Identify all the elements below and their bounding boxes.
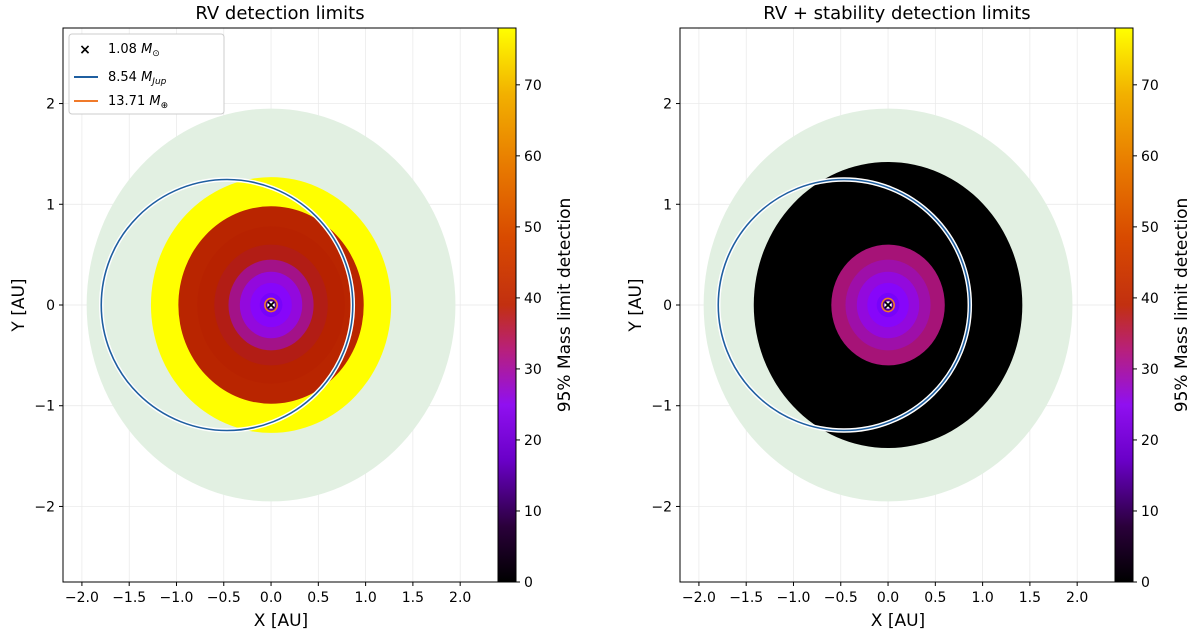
- orbit-line: [100, 178, 354, 432]
- x-axis-label: X [AU]: [871, 611, 925, 631]
- legend-label: 13.71 M⊕: [108, 94, 168, 111]
- y-tick-label: −1: [34, 399, 55, 415]
- colorbar-tick-label: 60: [1141, 149, 1159, 165]
- colorbar-tick-label: 70: [1141, 78, 1159, 94]
- axis-ticks: −2.0 −1.5 −1.0 −0.5 0.0 0.5 1.0 1.5 2.0 −2 −1 0 1 2: [651, 97, 1088, 606]
- chart-title: RV + stability detection limits: [763, 3, 1030, 24]
- x-tick-label: −0.5: [207, 590, 241, 606]
- y-tick-label: −2: [651, 499, 672, 515]
- y-tick-label: 0: [663, 298, 672, 314]
- x-tick-label: −1.5: [112, 590, 146, 606]
- x-tick-label: −1.0: [776, 590, 810, 606]
- chart-title: RV detection limits: [195, 3, 364, 24]
- legend-label: 8.54 MJup: [108, 70, 167, 87]
- colorbar-label: 95% Mass limit detection: [1172, 198, 1192, 412]
- legend-item-star: × 1.08 M⊙: [79, 42, 160, 59]
- x-tick-label: 0.0: [877, 590, 899, 606]
- x-tick-label: 1.5: [1019, 590, 1041, 606]
- plot-area: [63, 28, 498, 582]
- colorbar-ticks: 0 10 20 30 40 50 60 70: [516, 78, 542, 591]
- y-tick-label: 2: [663, 97, 672, 113]
- y-tick-label: 1: [663, 197, 672, 213]
- orbit-line: [264, 297, 278, 313]
- orbit-line: [881, 297, 895, 313]
- y-tick-label: −1: [651, 399, 672, 415]
- colorbar-tick-label: 50: [1141, 220, 1159, 236]
- legend-box: [68, 33, 225, 115]
- star-marker: [884, 301, 892, 309]
- x-tick-label: 0.0: [260, 590, 282, 606]
- legend: × 1.08 M⊙ 8.54 MJup 13.71 M⊕: [68, 33, 225, 115]
- legend-item-planet-b: 8.54 MJup: [74, 70, 167, 87]
- y-tick-label: 0: [46, 298, 55, 314]
- x-tick-label: −2.0: [682, 590, 716, 606]
- colorbar-tick-label: 20: [1141, 433, 1159, 449]
- colorbar-tick-label: 30: [1141, 362, 1159, 378]
- colorbar-tick-label: 10: [524, 504, 542, 520]
- y-axis-label: Y [AU]: [9, 278, 29, 332]
- colorbar-gradient: [497, 27, 517, 583]
- x-tick-label: −0.5: [824, 590, 858, 606]
- x-tick-label: 2.0: [449, 590, 471, 606]
- x-tick-label: −1.0: [159, 590, 193, 606]
- colorbar-tick-label: 20: [524, 433, 542, 449]
- colorbar-tick-label: 40: [1141, 291, 1159, 307]
- y-tick-label: −2: [34, 499, 55, 515]
- colorbar-label: 95% Mass limit detection: [555, 198, 575, 412]
- colorbar-tick-label: 0: [1141, 575, 1150, 591]
- x-tick-label: 0.5: [924, 590, 946, 606]
- rv-panel: RV detection limits −2.0 −1.5 −1.0 −0.5 0.0 0…: [9, 3, 575, 631]
- x-tick-label: −1.5: [729, 590, 763, 606]
- x-tick-label: 2.0: [1066, 590, 1088, 606]
- colorbar-tick-label: 30: [524, 362, 542, 378]
- colorbar-gradient: [1114, 27, 1134, 583]
- y-tick-label: 1: [46, 197, 55, 213]
- colorbar-tick-label: 60: [524, 149, 542, 165]
- star-marker: [267, 301, 275, 309]
- legend-label: 1.08 M⊙: [108, 42, 160, 59]
- legend-item-planet-c: 13.71 M⊕: [74, 94, 168, 111]
- axis-ticks: −2.0 −1.5 −1.0 −0.5 0.0 0.5 1.0 1.5 2.0 −2 −1 0 1 2: [34, 97, 471, 606]
- x-tick-label: 1.5: [402, 590, 424, 606]
- x-tick-label: −2.0: [65, 590, 99, 606]
- x-tick-label: 0.5: [307, 590, 329, 606]
- colorbar-ticks: 0 10 20 30 40 50 60 70: [1133, 78, 1159, 591]
- colorbar-tick-label: 50: [524, 220, 542, 236]
- y-axis-label: Y [AU]: [626, 278, 646, 332]
- colorbar-tick-label: 0: [524, 575, 533, 591]
- colorbar: 0 10 20 30 40 50 60 70 95% Mass limit detection: [1114, 27, 1192, 591]
- colorbar-tick-label: 70: [524, 78, 542, 94]
- colorbar-tick-label: 40: [524, 291, 542, 307]
- x-axis-label: X [AU]: [254, 611, 308, 631]
- plot-area: [680, 28, 1115, 582]
- orbit-line: [717, 178, 971, 432]
- rv-stability-panel: RV + stability detection limits −2.0 −1.5…: [626, 3, 1192, 631]
- x-marker-icon: ×: [79, 42, 91, 58]
- y-tick-label: 2: [46, 97, 55, 113]
- colorbar: 0 10 20 30 40 50 60 70 95% Mass limit detection: [497, 27, 575, 591]
- colorbar-tick-label: 10: [1141, 504, 1159, 520]
- x-tick-label: 1.0: [354, 590, 376, 606]
- x-tick-label: 1.0: [971, 590, 993, 606]
